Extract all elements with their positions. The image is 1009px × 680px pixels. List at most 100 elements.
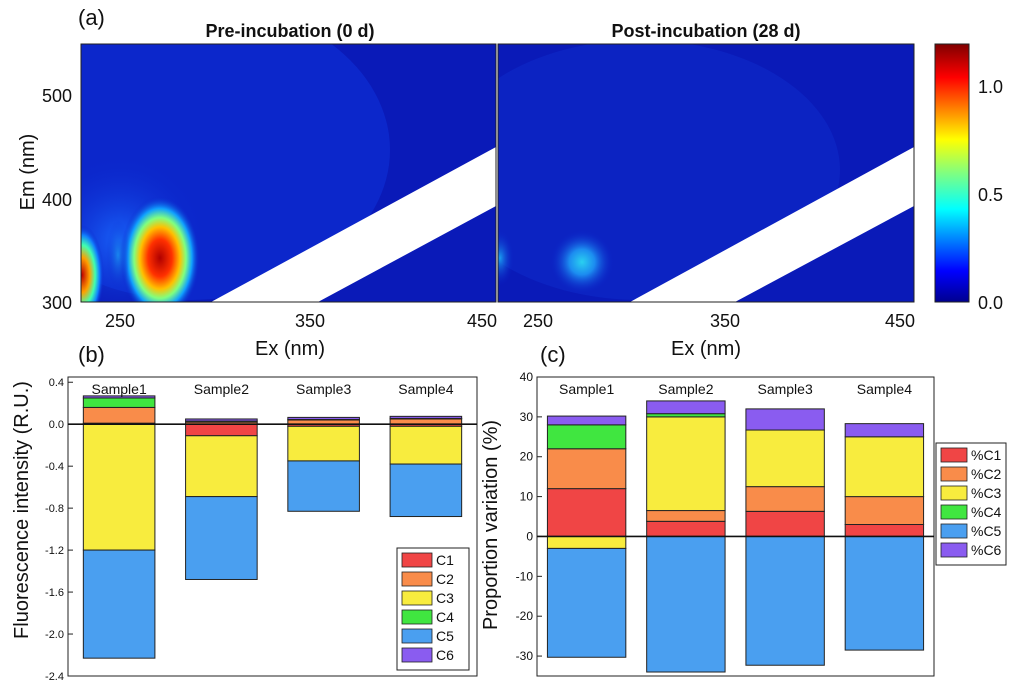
y-tick-label: -30 [516,649,534,663]
category-label: Sample4 [398,381,453,397]
legend-swatch [940,447,968,463]
legend-swatch [401,552,433,568]
legend-label: C4 [436,609,454,625]
panel-a-letter: (a) [78,5,105,30]
bar-segment-c6-sample1 [82,395,156,399]
bar-segment-c3-sample4 [389,425,463,465]
category-label: Sample1 [559,381,614,397]
legend-label: %C2 [971,466,1002,482]
colorbar-tick: 1.0 [978,77,1003,97]
y-tick-label: -1.6 [45,587,64,599]
legend-label: C5 [436,628,454,644]
category-label: Sample4 [857,381,912,397]
y-tick-label: -0.4 [45,461,64,473]
y-tick-label: -20 [516,609,534,623]
bar-segment-pct-c5-sample3 [745,535,825,666]
bar-segment-pct-c3-sample1 [546,535,627,549]
bar-segment-pct-c3-sample3 [745,429,825,488]
category-label: Sample3 [757,381,812,397]
bar-segment-pct-c3-sample2 [646,416,726,512]
pre-peak-275-340 [120,196,200,302]
y-tick-label: -0.8 [45,503,64,515]
panel-b-letter: (b) [78,342,105,367]
legend-label: %C5 [971,523,1002,539]
bar-segment-pct-c1-sample3 [745,510,825,537]
y-tick-label: 500 [42,86,72,106]
plot-frame [67,376,478,677]
bar-segment-c5-sample3 [287,460,360,512]
post-peak-278-340 [550,230,614,294]
panel-b: (b) Fluorescence intensity (R.U.) 0.4 0.0… [11,342,478,680]
bar-segment-c6-sample3 [287,416,360,420]
legend-label: C2 [436,571,454,587]
panel-a: (a) Pre-incubation (0 d) Post-incubation… [17,5,1003,360]
y-tick-label: 20 [520,450,534,464]
bar-segment-pct-c1-sample1 [546,488,627,537]
y-tick-label: 30 [520,410,534,424]
bar-segment-pct-c6-sample1 [546,415,627,426]
bar-segment-c5-sample4 [389,463,463,518]
y-tick-label: 10 [520,490,534,504]
pre-peak-edge [81,225,104,302]
legend-swatch [401,571,433,587]
legend-swatch [401,609,433,625]
heatmap-post-incubation [498,44,914,302]
y-tick-label: -1.2 [45,545,64,557]
bar-segment-pct-c6-sample4 [844,423,925,438]
x-tick-label: 350 [295,311,325,331]
legend-label: %C4 [971,504,1002,520]
bar-segment-c4-sample1 [82,397,156,408]
y-tick-label: 0.4 [49,377,64,389]
y-tick-label: 400 [42,190,72,210]
colorbar-tick: 0.5 [978,185,1003,205]
bar-segment-pct-c2-sample1 [546,448,627,490]
colorbar-tick: 0.0 [978,293,1003,313]
right-heatmap-title: Post-incubation (28 d) [612,21,801,41]
bar-segment-pct-c2-sample3 [745,486,825,512]
bar-segment-pct-c6-sample2 [646,400,726,415]
legend-swatch [401,590,433,606]
y-tick-label: -2.0 [45,629,64,641]
x-tick-label: 450 [885,311,915,331]
legend-label: %C6 [971,542,1002,558]
bar-segment-c3-sample1 [82,423,156,551]
bar-segment-pct-c5-sample2 [646,535,726,673]
panel-c-letter: (c) [540,342,566,367]
category-label: Sample2 [194,381,249,397]
bar-segment-pct-c6-sample3 [745,408,825,431]
bar-segment-c3-sample3 [287,425,360,462]
bar-segment-c5-sample1 [82,549,156,659]
category-label: Sample1 [91,381,146,397]
stacked-bar-chart-proportion: 40 30 20 10 0 -10 -20 -30 Sample1 Sample2 Sample3 S… [516,370,1007,677]
y-tick-label: 40 [520,370,534,384]
x-tick-label: 350 [710,311,740,331]
legend-swatch [940,485,968,501]
x-tick-label: 450 [467,311,497,331]
legend-swatch [940,542,968,558]
y-tick-label: -2.4 [45,671,64,680]
stacked-bar-chart-intensity: 0.4 0.0 -0.4 -0.8 -1.2 -1.6 -2.0 -2.4 Sample1 Sam… [45,376,478,680]
y-tick-label: 0 [526,529,533,543]
y-tick-label: 300 [42,293,72,313]
bar-segment-c5-sample2 [185,496,258,580]
bar-segment-pct-c3-sample4 [844,436,925,498]
bar-segment-pct-c1-sample2 [646,520,726,537]
panel-a-xlabel-right: Ex (nm) [671,338,741,360]
x-tick-label: 250 [523,311,553,331]
bar-segment-c6-sample4 [389,415,463,419]
left-heatmap-title: Pre-incubation (0 d) [205,21,374,41]
y-tick-label: -10 [516,569,534,583]
bar-segment-pct-c2-sample4 [844,496,925,526]
bar-segment-pct-c2-sample2 [646,510,726,522]
category-label: Sample2 [658,381,713,397]
y-tick-label: 0.0 [49,419,64,431]
legend-label: %C1 [971,447,1002,463]
panel-a-ylabel: Em (nm) [17,134,39,211]
bar-segment-pct-c1-sample4 [844,524,925,537]
panel-b-ylabel: Fluorescence intensity (R.U.) [11,381,33,639]
legend-label: %C3 [971,485,1002,501]
panel-a-xlabel-left: Ex (nm) [255,338,325,360]
plot-frame [536,376,935,677]
legend-label: C3 [436,590,454,606]
